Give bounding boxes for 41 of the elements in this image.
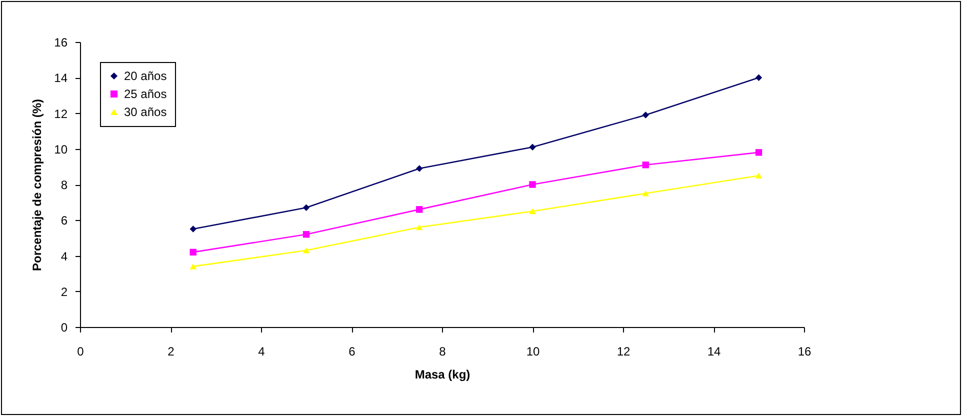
y-tick-label: 2 (60, 284, 68, 299)
y-axis-title: Porcentaje de compresión (%) (30, 98, 44, 272)
x-tick-label: 4 (258, 344, 266, 358)
legend-label: 30 años (124, 105, 167, 119)
point (642, 190, 649, 196)
x-tick-label: 0 (77, 344, 84, 358)
point (529, 181, 536, 188)
x-tick-label: 8 (439, 344, 446, 358)
x-tick-label: 12 (616, 344, 630, 358)
x-tick-label: 14 (707, 344, 721, 358)
point (755, 172, 762, 178)
point (642, 112, 649, 118)
y-tick-label: 0 (60, 320, 68, 334)
point (416, 206, 423, 213)
point (529, 208, 536, 214)
legend-label: 20 años (124, 69, 167, 83)
point (302, 248, 310, 254)
point (529, 144, 536, 150)
point (755, 74, 762, 81)
point (190, 264, 196, 270)
y-tick-label: 4 (60, 249, 68, 264)
point (755, 149, 762, 156)
x-tick-label: 2 (168, 344, 175, 358)
x-tick-label: 16 (798, 344, 812, 358)
y-tick-label: 12 (54, 106, 68, 121)
point (302, 231, 310, 238)
y-tick-label: 8 (60, 178, 68, 192)
x-tick-label: 10 (526, 344, 540, 358)
y-tick-label: 14 (54, 71, 68, 86)
y-tick-label: 16 (54, 36, 68, 50)
point (302, 204, 310, 212)
point (416, 165, 423, 172)
point (190, 248, 196, 256)
point (416, 224, 423, 230)
point (190, 226, 196, 232)
x-tick-label: 6 (348, 344, 356, 358)
point (642, 162, 649, 168)
y-tick-label: 6 (60, 214, 68, 228)
y-tick-label: 10 (54, 142, 68, 156)
legend-label: 25 años (124, 87, 167, 101)
x-axis-title: Masa (kg) (414, 368, 470, 382)
